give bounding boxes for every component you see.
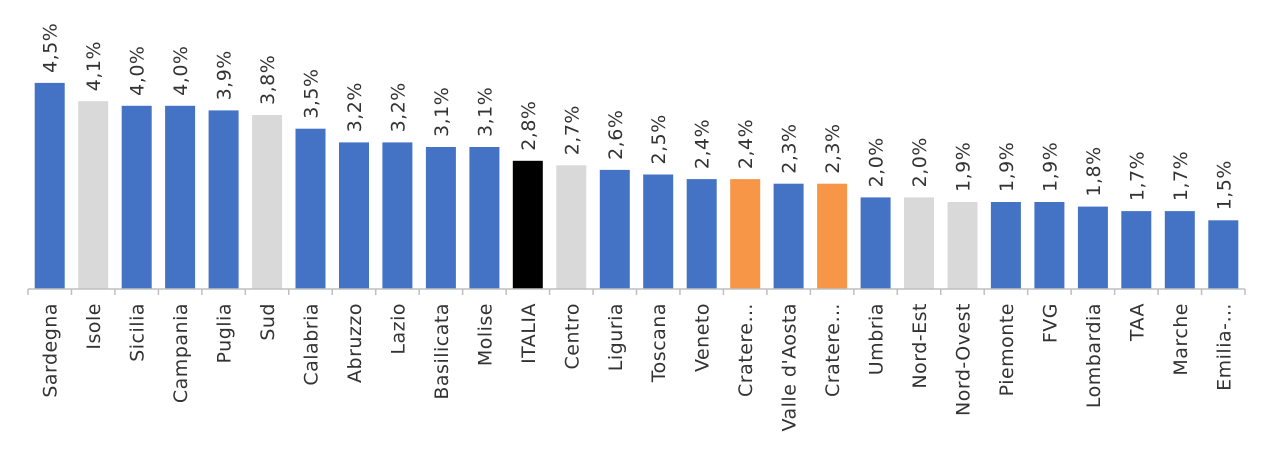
bar — [121, 105, 152, 289]
bar — [1077, 206, 1108, 289]
value-label: 2,3% — [779, 123, 801, 173]
value-label: 2,0% — [866, 137, 888, 187]
category-label: Campania — [170, 303, 192, 403]
category-label: ITALIA — [518, 303, 540, 364]
bar — [165, 105, 196, 289]
category-label: Molise — [474, 303, 496, 366]
value-label: 2,0% — [909, 137, 931, 187]
category-label: Toscana — [648, 303, 670, 383]
bar — [773, 183, 804, 289]
bar — [860, 197, 891, 289]
value-label: 1,9% — [1039, 142, 1061, 192]
bar — [730, 179, 761, 289]
bar — [1208, 220, 1239, 289]
value-label: 3,2% — [387, 82, 409, 132]
bars-group — [34, 82, 1239, 290]
category-label: Piemonte — [996, 303, 1018, 396]
bar — [686, 179, 717, 289]
bar — [382, 142, 413, 289]
category-label: Valle d'Aosta — [779, 303, 801, 432]
value-label: 1,7% — [1126, 151, 1148, 201]
bar — [208, 110, 239, 290]
bar — [512, 160, 543, 289]
value-label: 3,9% — [214, 50, 236, 100]
value-label: 3,5% — [301, 68, 323, 118]
category-label: Lazio — [387, 303, 409, 355]
category-label: Cratere… — [735, 303, 757, 397]
bar — [425, 147, 456, 289]
bar — [643, 174, 674, 289]
category-label: Umbria — [866, 303, 888, 375]
value-label: 4,1% — [83, 41, 105, 91]
category-label: Calabria — [301, 303, 323, 386]
value-label: 1,8% — [1083, 146, 1105, 196]
value-label: 1,5% — [1213, 160, 1235, 210]
category-label: Puglia — [214, 303, 236, 363]
bar — [599, 169, 630, 289]
value-label: 2,4% — [735, 119, 757, 169]
category-label: Liguria — [605, 303, 627, 371]
category-labels-group: Sardegna Isole Sicilia Campania Puglia Sud Cal… — [40, 303, 1236, 432]
bar — [1121, 211, 1152, 289]
bar — [556, 165, 587, 289]
category-label: Marche — [1170, 303, 1192, 376]
value-label: 3,2% — [344, 82, 366, 132]
category-label: Sardegna — [40, 303, 62, 398]
value-label: 4,0% — [127, 46, 149, 96]
category-label: Cratere… — [822, 303, 844, 397]
category-label: Emilia-… — [1213, 303, 1235, 391]
bar — [339, 142, 369, 289]
category-label: Basilicata — [431, 303, 453, 400]
bar — [904, 197, 934, 289]
category-label: Sud — [257, 303, 279, 341]
bar — [1164, 211, 1195, 289]
bar — [469, 147, 500, 289]
value-label: 2,6% — [605, 110, 627, 160]
bar — [817, 183, 848, 289]
value-label: 1,7% — [1170, 151, 1192, 201]
value-label: 1,9% — [996, 142, 1018, 192]
value-label: 3,1% — [474, 87, 496, 137]
bar — [78, 101, 109, 289]
category-label: Nord-Est — [909, 303, 931, 389]
x-axis-ticks — [27, 289, 1246, 295]
category-label: Isole — [83, 303, 105, 350]
category-label: Centro — [561, 303, 583, 369]
category-label: Veneto — [692, 303, 714, 372]
value-label: 4,0% — [170, 46, 192, 96]
category-label: Abruzzo — [344, 303, 366, 383]
value-label: 3,8% — [257, 55, 279, 105]
category-label: FVG — [1039, 303, 1061, 343]
bar — [990, 202, 1021, 289]
bar — [252, 115, 283, 289]
value-label: 2,4% — [692, 119, 714, 169]
value-label: 2,7% — [561, 105, 583, 155]
value-label: 4,5% — [40, 23, 62, 73]
value-label: 2,5% — [648, 114, 670, 164]
category-label: Nord-Ovest — [953, 303, 975, 416]
value-labels-group: 4,5% 4,1% 4,0% 4,0% 3,9% 3,8% 3,5% 3,2% 3,2% 3,1%… — [40, 23, 1236, 211]
bar — [295, 128, 326, 289]
value-label: 3,1% — [431, 87, 453, 137]
bar — [1034, 202, 1065, 289]
category-label: Sicilia — [127, 303, 149, 362]
bar — [34, 82, 65, 290]
category-label: Lombardia — [1083, 303, 1105, 408]
bar — [947, 202, 978, 289]
value-label: 2,8% — [518, 101, 540, 151]
value-label: 1,9% — [953, 142, 975, 192]
value-label: 2,3% — [822, 123, 844, 173]
category-label: TAA — [1126, 303, 1148, 342]
